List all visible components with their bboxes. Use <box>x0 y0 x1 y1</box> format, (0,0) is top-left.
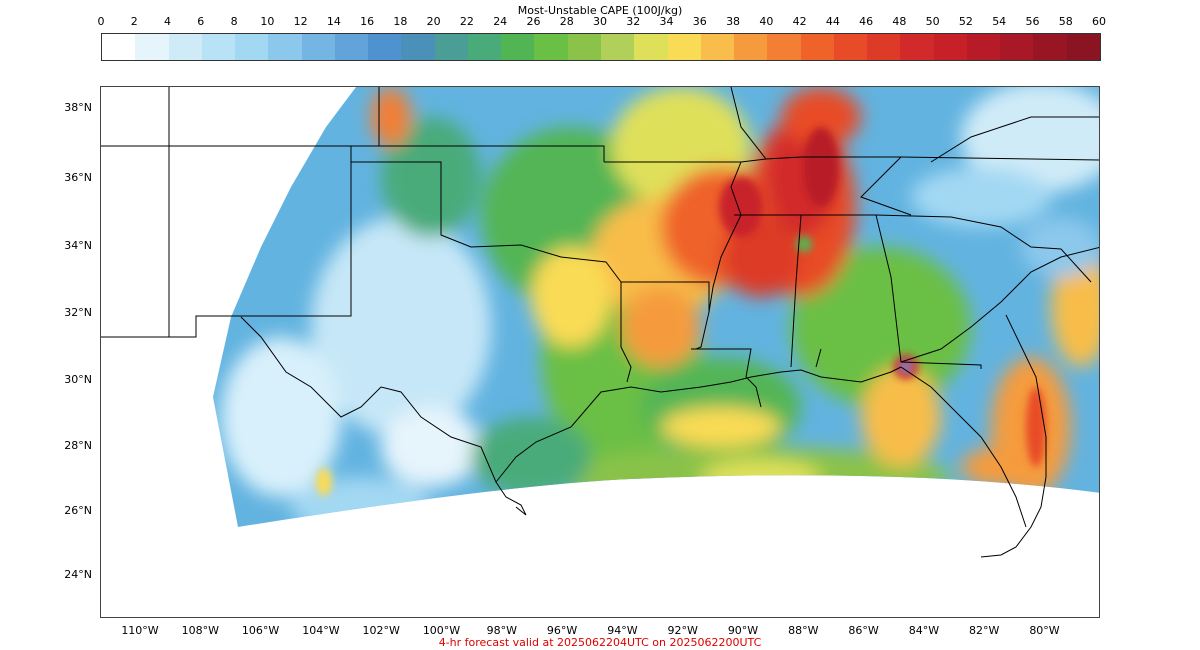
colorbar-tick-label: 32 <box>626 15 641 28</box>
map-panel[interactable] <box>100 86 1100 618</box>
latitude-tick-label: 36°N <box>64 171 92 184</box>
colorbar-swatch <box>201 34 236 60</box>
colorbar-swatch <box>135 34 169 60</box>
longitude-tick-label: 96°W <box>546 624 578 637</box>
colorbar-tick-label: 36 <box>692 15 707 28</box>
colorbar-swatch <box>401 34 435 60</box>
longitude-tick-label: 104°W <box>302 624 340 637</box>
colorbar-swatch <box>800 34 834 60</box>
colorbar-tick-label: 30 <box>593 15 607 28</box>
colorbar-swatch <box>767 34 801 60</box>
latitude-tick-label: 24°N <box>64 568 92 581</box>
latitude-tick-label: 30°N <box>64 373 92 386</box>
colorbar-swatch <box>734 34 768 60</box>
longitude-tick-label: 82°W <box>969 624 1000 637</box>
forecast-valid-caption: 4-hr forecast valid at 2025062204UTC on … <box>438 636 762 649</box>
colorbar-tick-label: 52 <box>958 15 973 28</box>
latitude-tick-label: 26°N <box>64 504 92 517</box>
colorbar-swatch <box>966 34 1001 60</box>
colorbar-tick-label: 8 <box>230 15 238 28</box>
longitude-tick-label: 110°W <box>121 624 159 637</box>
colorbar-tick-label: 10 <box>260 15 275 28</box>
colorbar-tick-label: 28 <box>559 15 574 28</box>
colorbar-tick-label: 6 <box>197 15 205 28</box>
colorbar-tick-label: 38 <box>726 15 741 28</box>
colorbar-swatch <box>667 34 701 60</box>
colorbar-tick-label: 26 <box>526 15 541 28</box>
colorbar-tick-label: 56 <box>1025 15 1040 28</box>
colorbar-tick-label: 22 <box>459 15 474 28</box>
colorbar-tick-label: 50 <box>925 15 940 28</box>
colorbar-tick-label: 18 <box>393 15 408 28</box>
colorbar-swatch <box>268 34 302 60</box>
colorbar-swatch <box>900 34 934 60</box>
colorbar-tick-label: 4 <box>164 15 172 28</box>
colorbar-tick-label: 40 <box>759 15 774 28</box>
colorbar-swatch <box>867 34 901 60</box>
longitude-tick-label: 80°W <box>1029 624 1060 637</box>
longitude-tick-label: 88°W <box>788 624 819 637</box>
colorbar-tick-label: 58 <box>1058 15 1073 28</box>
latitude-tick-label: 38°N <box>64 101 92 114</box>
colorbar-swatch <box>467 34 502 60</box>
colorbar-swatch <box>368 34 402 60</box>
colorbar-swatch <box>168 34 202 60</box>
colorbar-swatch <box>334 34 369 60</box>
colorbar-tick-label: 20 <box>426 15 441 28</box>
colorbar-swatch <box>501 34 535 60</box>
colorbar-tick-label: 34 <box>659 15 674 28</box>
colorbar-swatch <box>102 34 136 60</box>
latitude-tick-label: 34°N <box>64 239 92 252</box>
colorbar-swatch <box>434 34 468 60</box>
longitude-tick-label: 98°W <box>486 624 517 637</box>
cape-field <box>213 87 1099 527</box>
colorbar-tick-label: 46 <box>859 15 874 28</box>
longitude-tick-label: 84°W <box>908 624 940 637</box>
longitude-tick-label: 92°W <box>667 624 698 637</box>
longitude-tick-label: 108°W <box>181 624 219 637</box>
latitude-tick-label: 32°N <box>64 306 92 319</box>
colorbar-swatch <box>567 34 601 60</box>
colorbar <box>101 33 1101 61</box>
colorbar-tick-label: 42 <box>792 15 807 28</box>
cape-map <box>101 87 1099 558</box>
colorbar-tick-label: 54 <box>992 15 1007 28</box>
colorbar-tick-label: 44 <box>825 15 840 28</box>
longitude-tick-label: 102°W <box>362 624 400 637</box>
colorbar-swatch <box>1066 34 1100 60</box>
colorbar-swatch <box>1033 34 1067 60</box>
colorbar-swatch <box>933 34 967 60</box>
longitude-tick-label: 106°W <box>241 624 280 637</box>
colorbar-swatch <box>833 34 868 60</box>
colorbar-swatch <box>600 34 635 60</box>
colorbar-swatch <box>1000 34 1034 60</box>
colorbar-tick-label: 48 <box>892 15 907 28</box>
longitude-tick-label: 86°W <box>848 624 879 637</box>
colorbar-tick-label: 2 <box>130 15 138 28</box>
colorbar-swatch <box>700 34 735 60</box>
colorbar-tick-label: 60 <box>1092 15 1106 28</box>
state-boundaries <box>101 87 1099 408</box>
colorbar-tick-label: 0 <box>97 15 105 28</box>
latitude-tick-label: 28°N <box>64 439 92 452</box>
colorbar-tick-label: 24 <box>493 15 508 28</box>
colorbar-tick-label: 14 <box>326 15 341 28</box>
colorbar-tick-label: 12 <box>293 15 308 28</box>
longitude-tick-label: 90°W <box>727 624 759 637</box>
colorbar-swatch <box>301 34 335 60</box>
longitude-tick-label: 94°W <box>607 624 638 637</box>
colorbar-tick-labels: 0 2 4 6 8 10 12 14 16 18 20 22 24 26 28 30 32 34 36 38 40 42 4… <box>0 16 1200 32</box>
colorbar-swatch <box>534 34 568 60</box>
colorbar-tick-label: 16 <box>360 15 375 28</box>
longitude-tick-label: 100°W <box>422 624 461 637</box>
colorbar-swatch <box>235 34 269 60</box>
colorbar-swatch <box>634 34 668 60</box>
coastline <box>101 246 1099 558</box>
colorbar-title: Most-Unstable CAPE (100J/kg) <box>517 4 683 17</box>
